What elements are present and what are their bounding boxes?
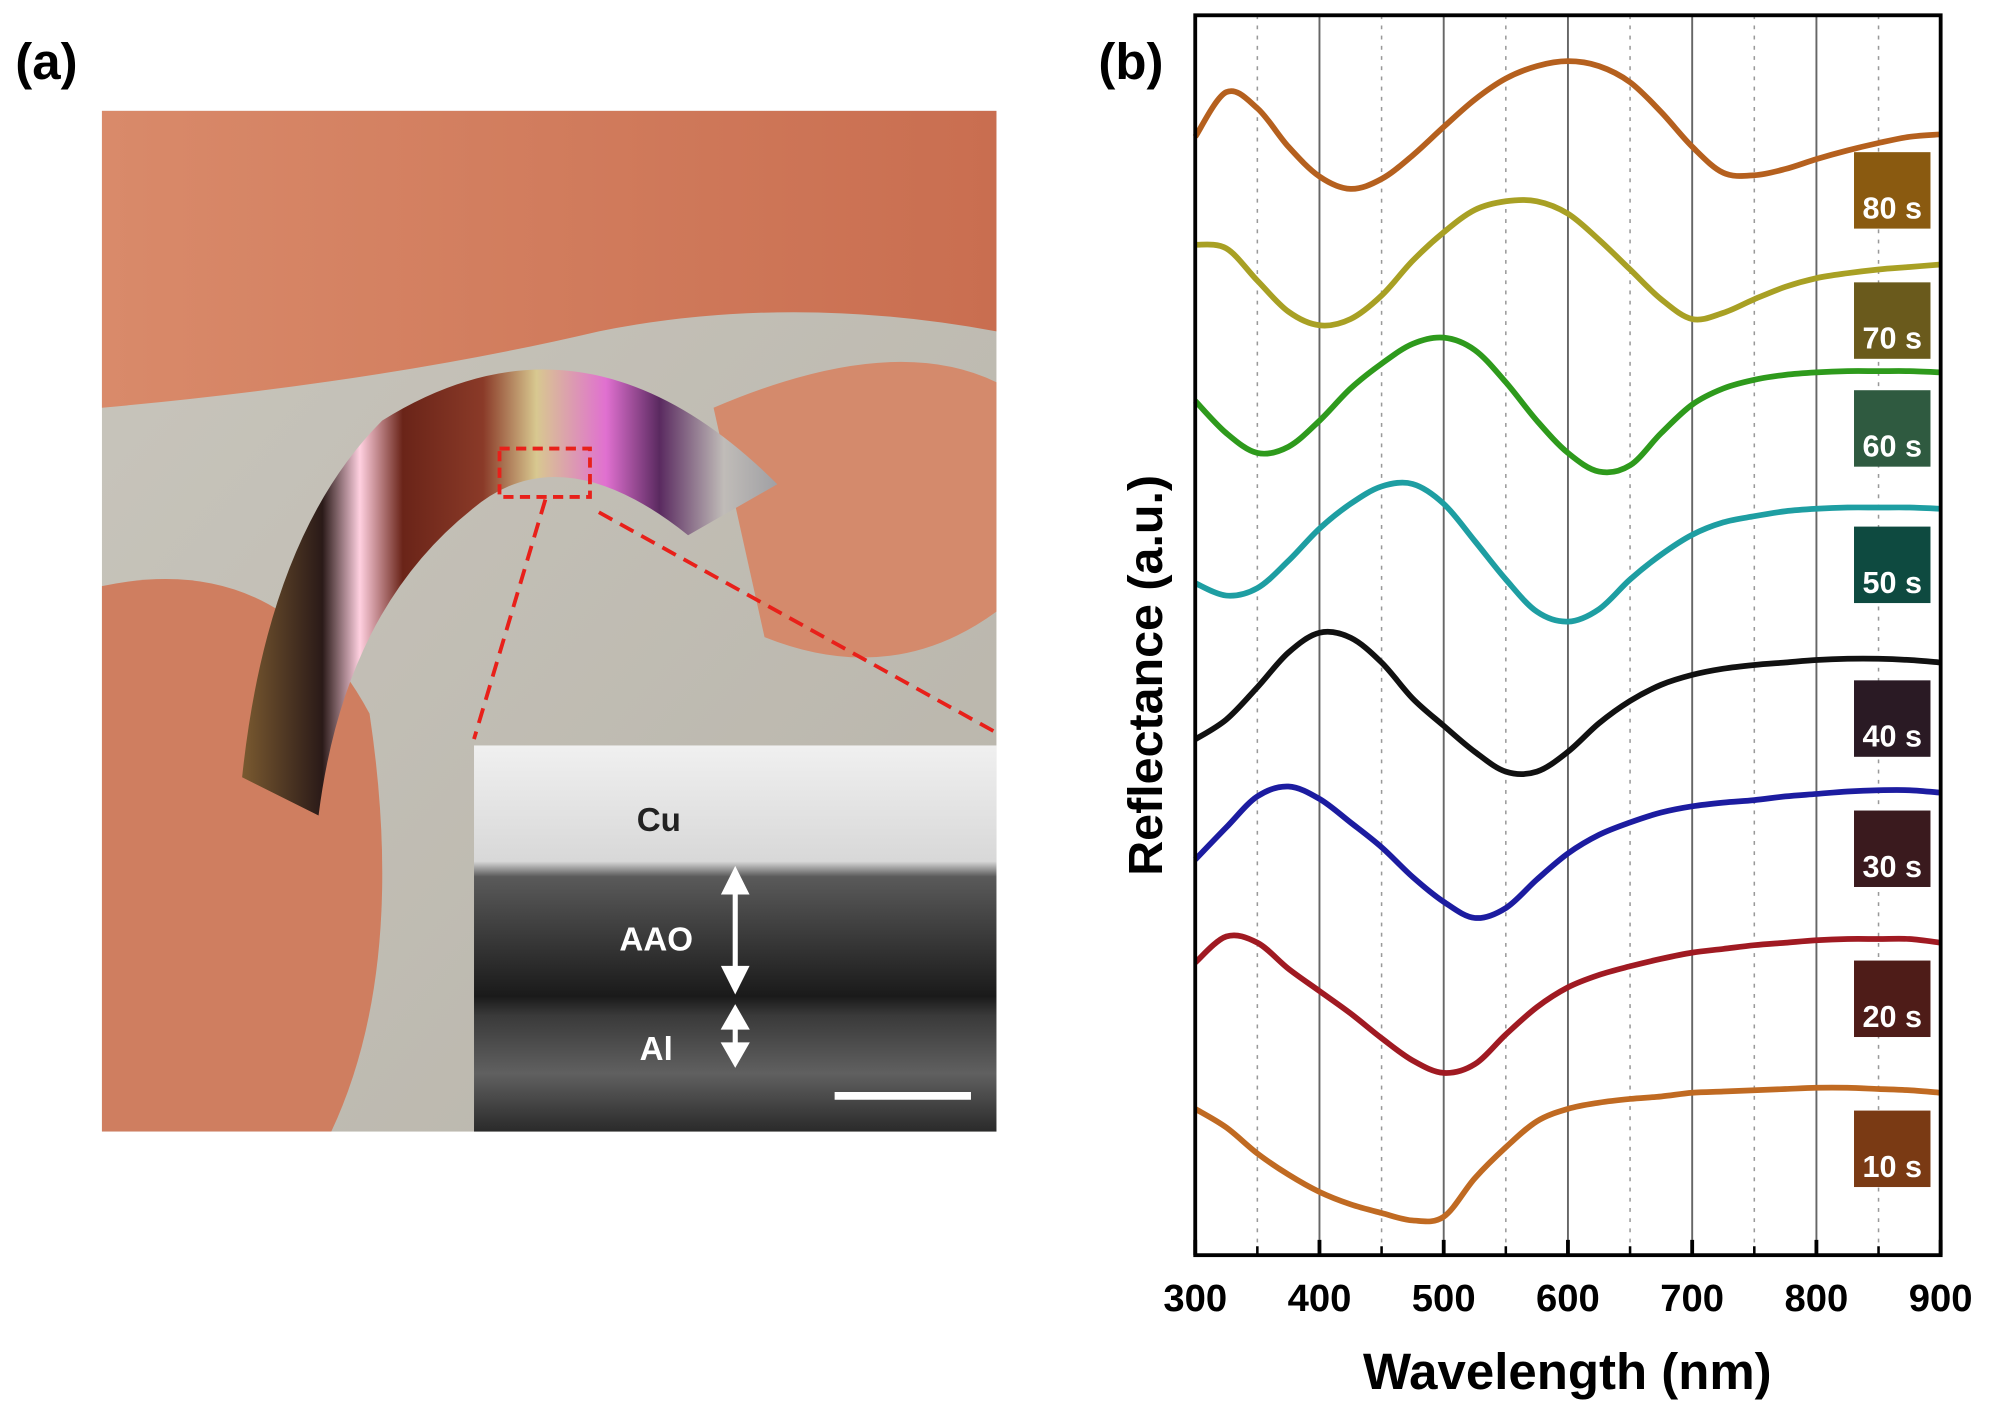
finger (713, 361, 997, 658)
legend-swatch (1854, 680, 1931, 757)
zoom-line (472, 498, 548, 740)
legend-label: 40 s (1862, 720, 1922, 754)
legend-swatch (1854, 390, 1931, 467)
legend-label: 10 s (1862, 1150, 1922, 1184)
legend-swatch (1854, 526, 1931, 604)
photo-panel: (a) Cu AAO Al (15, 33, 998, 1132)
legend-swatch (1854, 152, 1931, 229)
layer-label: Cu (637, 802, 681, 839)
thickness-arrows (720, 865, 750, 1068)
legend-swatch (1854, 282, 1931, 359)
series-line (1194, 479, 1941, 625)
series-line (1193, 783, 1941, 921)
x-tick-label: 700 (1660, 1277, 1724, 1320)
zoom-box (497, 446, 592, 499)
x-tick-label: 900 (1909, 1277, 1973, 1320)
series-line (1194, 197, 1941, 329)
series-line (1193, 334, 1941, 476)
legend-swatch (1854, 1110, 1931, 1188)
finger (101, 110, 997, 408)
legend-label: 20 s (1862, 1000, 1922, 1034)
x-axis-title: Wavelength (nm) (1363, 1343, 1772, 1400)
legend-label: 50 s (1862, 566, 1922, 600)
x-tick-label: 300 (1163, 1277, 1227, 1320)
metal-strip (242, 369, 778, 816)
plot-frame (1193, 13, 1943, 1258)
panel-label: (b) (1098, 33, 1163, 90)
zoom-line (597, 510, 998, 735)
series-line (1192, 58, 1941, 192)
legend-label: 60 s (1862, 429, 1922, 463)
legend-swatch (1854, 810, 1931, 887)
x-tick-label: 600 (1536, 1277, 1600, 1320)
legend-label: 30 s (1862, 850, 1922, 884)
legend-label: 70 s (1862, 322, 1922, 356)
series-line (1193, 628, 1941, 777)
x-tick-label: 800 (1785, 1277, 1849, 1320)
panel-label: (a) (15, 33, 77, 90)
x-tick-label: 500 (1412, 1277, 1476, 1320)
x-tick-label: 400 (1288, 1277, 1352, 1320)
y-axis-title: Reflectance (a.u.) (1119, 475, 1173, 876)
series-line (1193, 1084, 1941, 1225)
chart: (b) Wavelength (nm) Reflectance (a.u.) 3… (1098, 13, 1973, 1400)
layer-label: Al (640, 1031, 673, 1068)
legend-swatch (1854, 960, 1931, 1038)
series-line (1193, 932, 1942, 1076)
legend-label: 80 s (1862, 191, 1922, 225)
layer-label: AAO (619, 922, 693, 959)
